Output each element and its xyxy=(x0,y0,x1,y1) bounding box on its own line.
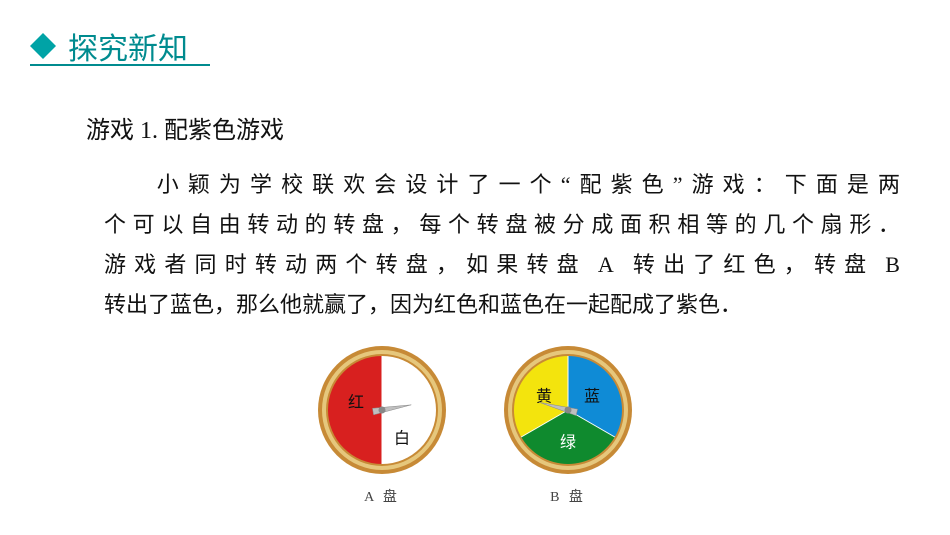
body-paragraph: 小颖为学校联欢会设计了一个“配紫色”游戏：下面是两 个可以自由转动的转盘，每个转… xyxy=(104,165,900,325)
body-line: 游戏者同时转动两个转盘，如果转盘 A 转出了红色，转盘 B xyxy=(104,245,900,285)
spinner-a-block: 红白 A 盘 xyxy=(314,342,450,506)
spinner-sector-label: 白 xyxy=(394,430,410,448)
spinner-b-block: 蓝绿黄 B 盘 xyxy=(500,342,636,506)
spinner-sector-label: 绿 xyxy=(560,434,576,452)
body-line: 转出了蓝色，那么他就赢了，因为红色和蓝色在一起配成了紫色． xyxy=(104,285,900,325)
spinner-sector-label: 红 xyxy=(348,394,364,412)
section-title: 探究新知 xyxy=(68,24,188,68)
section-header: 探究新知 xyxy=(30,24,188,68)
spinner-b: 蓝绿黄 xyxy=(500,342,636,478)
section-underline xyxy=(30,64,210,66)
spinner-a-label: A 盘 xyxy=(364,486,400,506)
game-subtitle: 游戏 1. 配紫色游戏 xyxy=(86,110,284,145)
diamond-icon xyxy=(30,33,56,59)
body-line: 个可以自由转动的转盘，每个转盘被分成面积相等的几个扇形． xyxy=(104,205,900,245)
spinner-sector-label: 蓝 xyxy=(584,388,600,406)
spinner-a: 红白 xyxy=(314,342,450,478)
body-line: 小颖为学校联欢会设计了一个“配紫色”游戏：下面是两 xyxy=(104,165,900,205)
spinner-row: 红白 A 盘 蓝绿黄 B 盘 xyxy=(0,342,950,506)
spinner-b-label: B 盘 xyxy=(550,486,586,506)
